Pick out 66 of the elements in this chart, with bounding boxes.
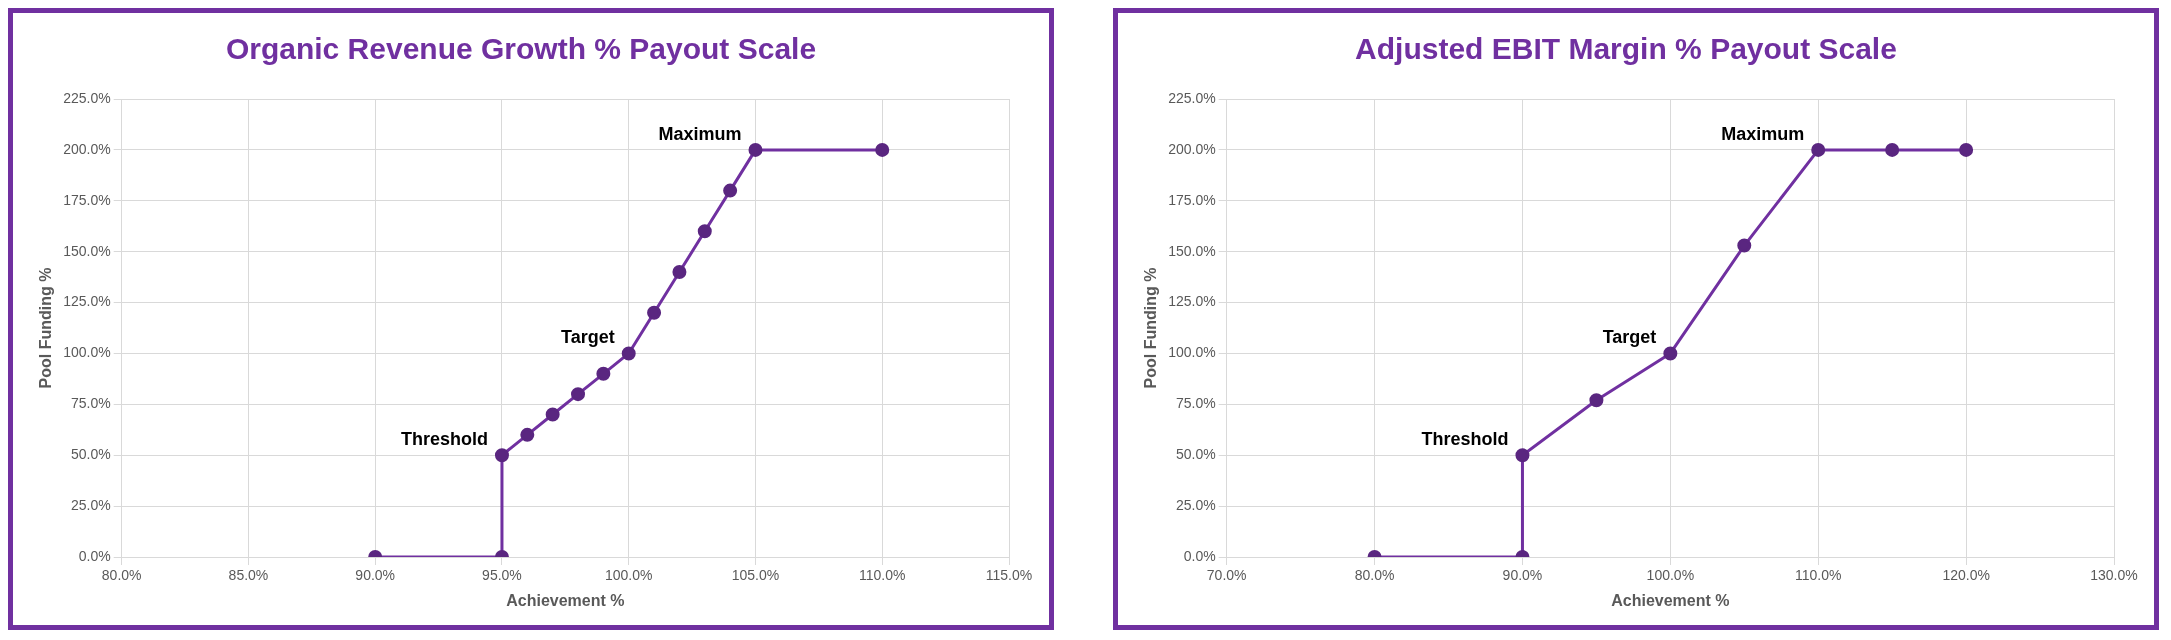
y-tick-label: 150.0% bbox=[63, 242, 111, 259]
point bbox=[596, 366, 611, 381]
annotation: Target bbox=[1602, 327, 1657, 348]
y-tick-label: 125.0% bbox=[1168, 293, 1216, 310]
point bbox=[723, 183, 738, 198]
point bbox=[545, 407, 560, 422]
x-tick-label: 130.0% bbox=[2090, 567, 2138, 584]
point bbox=[697, 224, 712, 239]
point bbox=[1515, 448, 1530, 463]
y-tick-label: 175.0% bbox=[1168, 191, 1216, 208]
x-tick-label: 90.0% bbox=[355, 567, 396, 584]
chart-title: Adjusted EBIT Margin % Payout Scale bbox=[1355, 32, 1897, 66]
x-tick-label: 85.0% bbox=[228, 567, 269, 584]
y-tick-label: 25.0% bbox=[1175, 496, 1216, 513]
y-tick-label: 125.0% bbox=[63, 293, 111, 310]
point bbox=[1959, 142, 1974, 157]
y-tick-label: 50.0% bbox=[70, 446, 111, 463]
x-tick-label: 110.0% bbox=[1795, 567, 1842, 584]
point bbox=[1589, 393, 1604, 408]
chart-title: Organic Revenue Growth % Payout Scale bbox=[225, 32, 817, 66]
y-tick-label: 200.0% bbox=[63, 140, 111, 157]
point bbox=[1885, 142, 1900, 157]
point bbox=[647, 305, 662, 320]
point bbox=[621, 346, 636, 361]
x-tick-label: 70.0% bbox=[1206, 567, 1247, 584]
y-tick-label: 225.0% bbox=[1168, 89, 1216, 106]
x-tick-label: 100.0% bbox=[604, 567, 653, 584]
x-tick-label: 80.0% bbox=[1354, 567, 1395, 584]
x-tick-label: 115.0% bbox=[985, 567, 1033, 584]
y-axis-title: Pool Funding % bbox=[37, 267, 55, 389]
point bbox=[672, 265, 687, 280]
x-axis-title: Achievement % bbox=[506, 591, 625, 609]
point bbox=[748, 142, 763, 157]
x-tick-label: 100.0% bbox=[1646, 567, 1695, 584]
y-tick-label: 200.0% bbox=[1168, 140, 1216, 157]
y-tick-label: 0.0% bbox=[78, 547, 111, 564]
point bbox=[520, 427, 535, 442]
annotation: Threshold bbox=[1421, 429, 1509, 450]
y-tick-label: 175.0% bbox=[63, 191, 111, 208]
point bbox=[875, 142, 890, 157]
y-tick-label: 25.0% bbox=[70, 496, 111, 513]
x-tick-label: 105.0% bbox=[731, 567, 780, 584]
x-tick-label: 95.0% bbox=[482, 567, 522, 584]
y-axis-title: Pool Funding % bbox=[1142, 267, 1160, 389]
x-tick-label: 80.0% bbox=[101, 567, 142, 584]
point bbox=[1811, 142, 1826, 157]
y-tick-label: 50.0% bbox=[1175, 446, 1216, 463]
y-tick-label: 100.0% bbox=[63, 344, 111, 361]
x-tick-label: 90.0% bbox=[1502, 567, 1543, 584]
annotation: Maximum bbox=[658, 123, 742, 144]
y-tick-label: 75.0% bbox=[70, 395, 111, 412]
point bbox=[494, 448, 509, 463]
y-tick-label: 100.0% bbox=[1168, 344, 1216, 361]
y-tick-label: 150.0% bbox=[1168, 242, 1216, 259]
point bbox=[1737, 238, 1752, 253]
annotation: Threshold bbox=[400, 429, 488, 450]
y-tick-label: 75.0% bbox=[1175, 395, 1216, 412]
point bbox=[571, 387, 586, 402]
x-axis-title: Achievement % bbox=[1611, 591, 1730, 609]
point bbox=[1663, 346, 1678, 361]
annotation: Maximum bbox=[1721, 123, 1805, 144]
y-tick-label: 0.0% bbox=[1183, 547, 1216, 564]
x-tick-label: 120.0% bbox=[1942, 567, 1990, 584]
y-tick-label: 225.0% bbox=[63, 89, 111, 106]
annotation: Target bbox=[561, 327, 615, 348]
x-tick-label: 110.0% bbox=[859, 567, 906, 584]
